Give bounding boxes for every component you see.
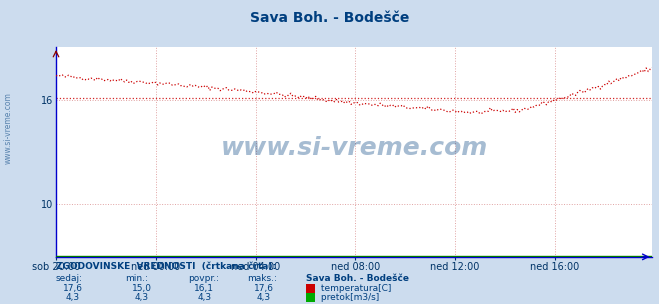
Text: temperatura[C]: temperatura[C]: [318, 284, 391, 293]
Text: Sava Boh. - Bodešče: Sava Boh. - Bodešče: [306, 274, 409, 283]
Text: 17,6: 17,6: [254, 284, 273, 293]
Text: www.si-vreme.com: www.si-vreme.com: [221, 136, 488, 160]
Text: pretok[m3/s]: pretok[m3/s]: [318, 293, 379, 302]
Text: sedaj:: sedaj:: [56, 274, 83, 283]
Text: povpr.:: povpr.:: [188, 274, 219, 283]
Text: Sava Boh. - Bodešče: Sava Boh. - Bodešče: [250, 11, 409, 25]
Text: 4,3: 4,3: [134, 293, 149, 302]
Text: 16,1: 16,1: [194, 284, 214, 293]
Text: 4,3: 4,3: [197, 293, 212, 302]
Text: 15,0: 15,0: [132, 284, 152, 293]
Text: ZGODOVINSKE  VREDNOSTI  (črtkana črta):: ZGODOVINSKE VREDNOSTI (črtkana črta):: [56, 262, 276, 271]
Text: min.:: min.:: [125, 274, 148, 283]
Text: maks.:: maks.:: [247, 274, 277, 283]
Text: 17,6: 17,6: [63, 284, 82, 293]
Text: 4,3: 4,3: [65, 293, 80, 302]
Text: www.si-vreme.com: www.si-vreme.com: [4, 92, 13, 164]
Text: 4,3: 4,3: [256, 293, 271, 302]
